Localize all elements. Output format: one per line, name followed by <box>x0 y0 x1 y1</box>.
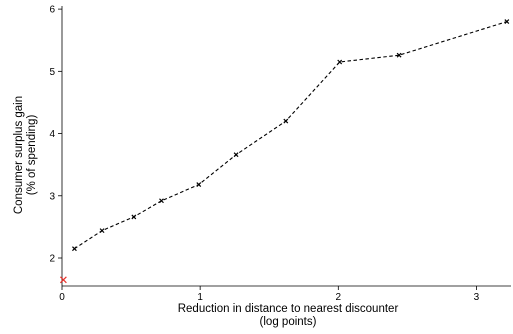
x-tick-label-3: 3 <box>474 292 480 303</box>
data-point-0-8 <box>396 52 402 58</box>
data-point-0-7 <box>337 59 343 65</box>
data-point-0-5 <box>233 152 239 158</box>
x-axis-title-line-2: (log points) <box>260 316 317 328</box>
y-tick-label-3: 5 <box>49 67 55 78</box>
data-point-0-3 <box>159 198 164 204</box>
data-point-0-4 <box>196 182 202 188</box>
data-point-0-1 <box>99 228 105 234</box>
y-tick-label-4: 6 <box>49 5 55 16</box>
y-tick-label-0: 2 <box>49 254 55 265</box>
series-group <box>59 19 510 284</box>
y-axis-title-line-2: (% of spending) <box>26 115 38 196</box>
y-tick-label-1: 3 <box>49 191 55 202</box>
x-axis-title-line-1: Reduction in distance to nearest discoun… <box>178 303 399 315</box>
axis-titles: Reduction in distance to nearest discoun… <box>13 96 398 328</box>
data-point-0-2 <box>131 214 137 220</box>
x-tick-label-1: 1 <box>197 292 203 303</box>
axes: 0 1 2 3 2 3 4 5 6 <box>49 5 511 303</box>
x-tick-label-2: 2 <box>336 292 342 303</box>
x-tick-label-0: 0 <box>59 292 65 303</box>
series-line-0 <box>74 21 508 250</box>
y-tick-label-2: 4 <box>49 129 55 140</box>
data-point-0-6 <box>283 118 289 124</box>
y-axis-title-line-1: Consumer surplus gain <box>13 96 25 214</box>
highlight-point-0 <box>59 276 67 284</box>
data-point-0-0 <box>72 246 77 252</box>
data-point-0-9 <box>504 19 510 24</box>
